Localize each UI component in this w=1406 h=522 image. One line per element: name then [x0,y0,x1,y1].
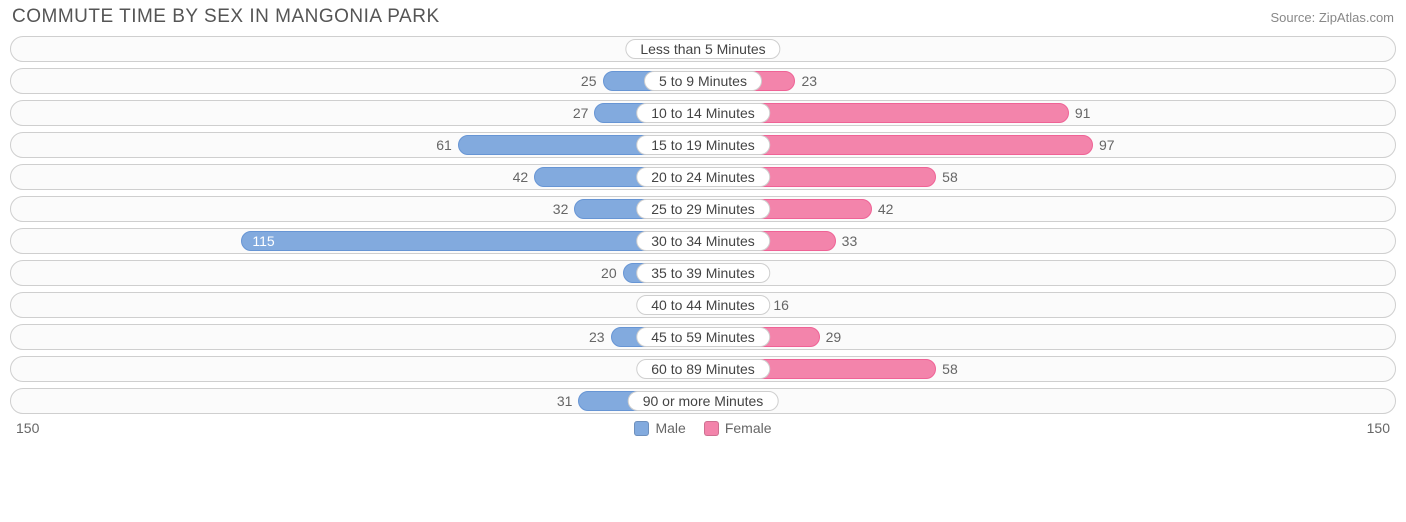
chart-row: 42 58 20 to 24 Minutes [10,164,1396,190]
axis-left-max: 150 [16,420,39,436]
value-male: 20 [601,261,617,285]
category-label: 90 or more Minutes [628,391,779,411]
chart-container: COMMUTE TIME BY SEX IN MANGONIA PARK Sou… [0,0,1406,440]
value-male: 23 [589,325,605,349]
legend-swatch-female [704,421,719,436]
chart-row: 27 91 10 to 14 Minutes [10,100,1396,126]
value-male: 25 [581,69,597,93]
chart-row: 31090 or more Minutes [10,388,1396,414]
chart-row: 05860 to 89 Minutes [10,356,1396,382]
value-male: 27 [573,101,589,125]
chart-footer: 150 Male Female 150 [10,420,1396,436]
category-label: 45 to 59 Minutes [636,327,770,347]
legend-label-male: Male [655,420,685,436]
category-label: 20 to 24 Minutes [636,167,770,187]
value-female: 33 [842,229,858,253]
bar-male [241,231,703,251]
value-female: 91 [1075,101,1091,125]
category-label: 40 to 44 Minutes [636,295,770,315]
value-female: 23 [801,69,817,93]
legend-item-male: Male [634,420,685,436]
chart-row: 311Less than 5 Minutes [10,36,1396,62]
legend-label-female: Female [725,420,772,436]
category-label: 10 to 14 Minutes [636,103,770,123]
value-female: 58 [942,357,958,381]
value-male: 42 [513,165,529,189]
category-label: 5 to 9 Minutes [644,71,762,91]
category-label: 60 to 89 Minutes [636,359,770,379]
value-female: 16 [773,293,789,317]
chart-rows: 311Less than 5 Minutes 25 23 5 to 9 Minutes… [10,36,1396,414]
axis-right-max: 150 [1367,420,1390,436]
chart-source: Source: ZipAtlas.com [1270,10,1394,25]
chart-row: 20035 to 39 Minutes [10,260,1396,286]
chart-header: COMMUTE TIME BY SEX IN MANGONIA PARK Sou… [10,6,1396,28]
value-male: 32 [553,197,569,221]
chart-row: 32 42 25 to 29 Minutes [10,196,1396,222]
value-female: 29 [826,325,842,349]
chart-row: 115 33 30 to 34 Minutes [10,228,1396,254]
legend: Male Female [634,420,771,436]
chart-row: 25 23 5 to 9 Minutes [10,68,1396,94]
category-label: 35 to 39 Minutes [636,263,770,283]
value-female: 42 [878,197,894,221]
chart-row: 01640 to 44 Minutes [10,292,1396,318]
chart-title: COMMUTE TIME BY SEX IN MANGONIA PARK [12,6,440,28]
legend-item-female: Female [704,420,772,436]
category-label: 15 to 19 Minutes [636,135,770,155]
value-female: 97 [1099,133,1115,157]
category-label: 25 to 29 Minutes [636,199,770,219]
value-male: 61 [436,133,452,157]
category-label: Less than 5 Minutes [625,39,780,59]
chart-row: 61 97 15 to 19 Minutes [10,132,1396,158]
value-male: 31 [557,389,573,413]
value-female: 58 [942,165,958,189]
legend-swatch-male [634,421,649,436]
category-label: 30 to 34 Minutes [636,231,770,251]
chart-row: 23 29 45 to 59 Minutes [10,324,1396,350]
value-male: 115 [252,229,274,253]
